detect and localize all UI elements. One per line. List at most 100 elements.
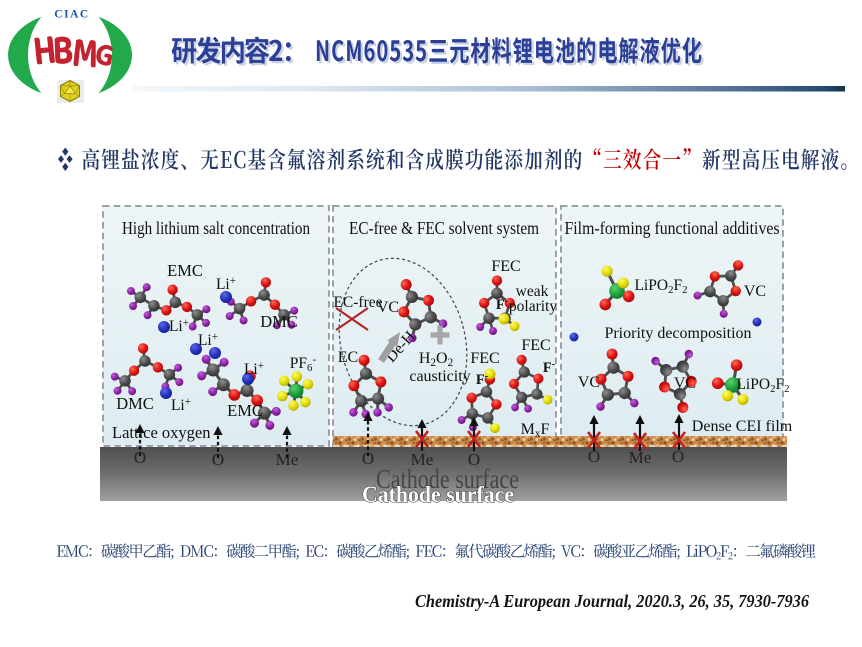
atom-H [684, 349, 694, 359]
glyph-剂 [544, 148, 562, 171]
atom-F [300, 396, 311, 408]
glyph-亚 [621, 543, 636, 557]
atom-F [542, 394, 553, 405]
surface-arrow-head [363, 412, 373, 421]
glyph-甲 [269, 544, 282, 559]
figure-label: H2O2 [419, 350, 453, 369]
atom-C [206, 363, 220, 377]
surface-arrow [414, 419, 430, 451]
atom-H [287, 320, 296, 329]
figure-label: Priority decomposition [604, 325, 751, 342]
dehydrogenation-arrow-head [387, 332, 400, 347]
atom-O [152, 362, 164, 373]
glyph-0 [377, 39, 388, 62]
figure-label: EMC [227, 401, 263, 420]
figure-label-run: Li [171, 397, 185, 414]
glyph-P [698, 545, 707, 557]
glyph-元 [449, 39, 469, 64]
atom-H [208, 387, 218, 397]
glyph-碳 [336, 543, 352, 559]
glyph-电 [599, 37, 617, 64]
glyph-含 [406, 148, 424, 170]
page-title-zh [171, 36, 293, 66]
glyph-碳 [226, 543, 242, 559]
glyph-酯 [537, 543, 552, 559]
glyph-： [734, 548, 737, 557]
figure-label-run: - [505, 296, 509, 307]
atom-C [717, 295, 729, 307]
glyph-解 [621, 39, 641, 66]
surface-arrow-head [635, 415, 645, 424]
atom-H [719, 309, 728, 318]
atom-O [491, 275, 503, 286]
molecule-pf6 [277, 371, 314, 411]
glyph-L [686, 545, 695, 557]
lithium-ion [242, 373, 254, 385]
surface-arrow [466, 417, 482, 451]
glyph-新 [702, 148, 721, 170]
figure-label: VC [674, 375, 696, 392]
glyph-含 [267, 148, 286, 170]
atom-O [508, 378, 520, 389]
glyph-5 [389, 40, 401, 62]
atom-C [660, 364, 673, 377]
glyph-材 [470, 37, 490, 64]
figure-label: DMC [260, 312, 298, 331]
atom-H [225, 312, 234, 321]
figure-label-run: F [540, 421, 549, 438]
glyph-甲 [130, 544, 143, 559]
atom-H [129, 302, 138, 311]
figure-label: F- [496, 296, 509, 313]
glyph-内 [221, 36, 244, 64]
atom-O [245, 296, 257, 307]
glyph-优 [661, 37, 681, 64]
blocked-x-icon [586, 431, 602, 449]
atom-C [531, 388, 543, 400]
glyph-; [406, 548, 409, 560]
glyph-C [314, 545, 324, 558]
figure-label: EC [338, 349, 358, 366]
figure-label-run: DMC [116, 394, 154, 413]
atom-C [371, 392, 385, 405]
logo-hbmg-text [34, 36, 113, 68]
glyph-成 [425, 148, 444, 171]
atom-P [725, 377, 741, 393]
glyph-F [720, 545, 729, 557]
figure-label-run: Li [216, 276, 230, 293]
glyph-氟 [287, 148, 305, 171]
glyph-6 [364, 39, 375, 62]
atom-O [260, 277, 272, 288]
atom-O [269, 299, 281, 310]
surface-arrow [671, 414, 687, 450]
glyph-O [706, 545, 717, 558]
logo-letter-B [54, 36, 73, 64]
glyph-容 [246, 38, 272, 66]
atom-C [518, 366, 530, 378]
glyph-盐 [121, 148, 140, 169]
glyph-二 [254, 545, 269, 556]
glyph-烯 [648, 543, 664, 559]
atom-H [489, 327, 497, 335]
figure-label-run: F [673, 277, 682, 294]
atom-C [704, 285, 716, 298]
glyph-N [316, 40, 329, 61]
glyph-E [56, 545, 66, 557]
atom-O [730, 285, 741, 297]
figure-label: FEC [491, 258, 520, 275]
glyph-碳 [593, 543, 609, 559]
surface-site-label: Me [411, 450, 434, 469]
atom-O [398, 306, 410, 318]
atom-H [349, 408, 358, 417]
atom-O [491, 399, 502, 410]
figure-label: Li+ [244, 360, 264, 378]
plus-icon [430, 325, 450, 345]
surface-arrow-head [674, 414, 684, 423]
atom-O [622, 370, 634, 382]
atom-C [409, 318, 422, 331]
bullet-text [82, 148, 847, 171]
atom-H [693, 291, 702, 300]
glyph-： [214, 548, 217, 557]
atom-H [596, 402, 605, 411]
abbreviation-caption [56, 543, 816, 560]
